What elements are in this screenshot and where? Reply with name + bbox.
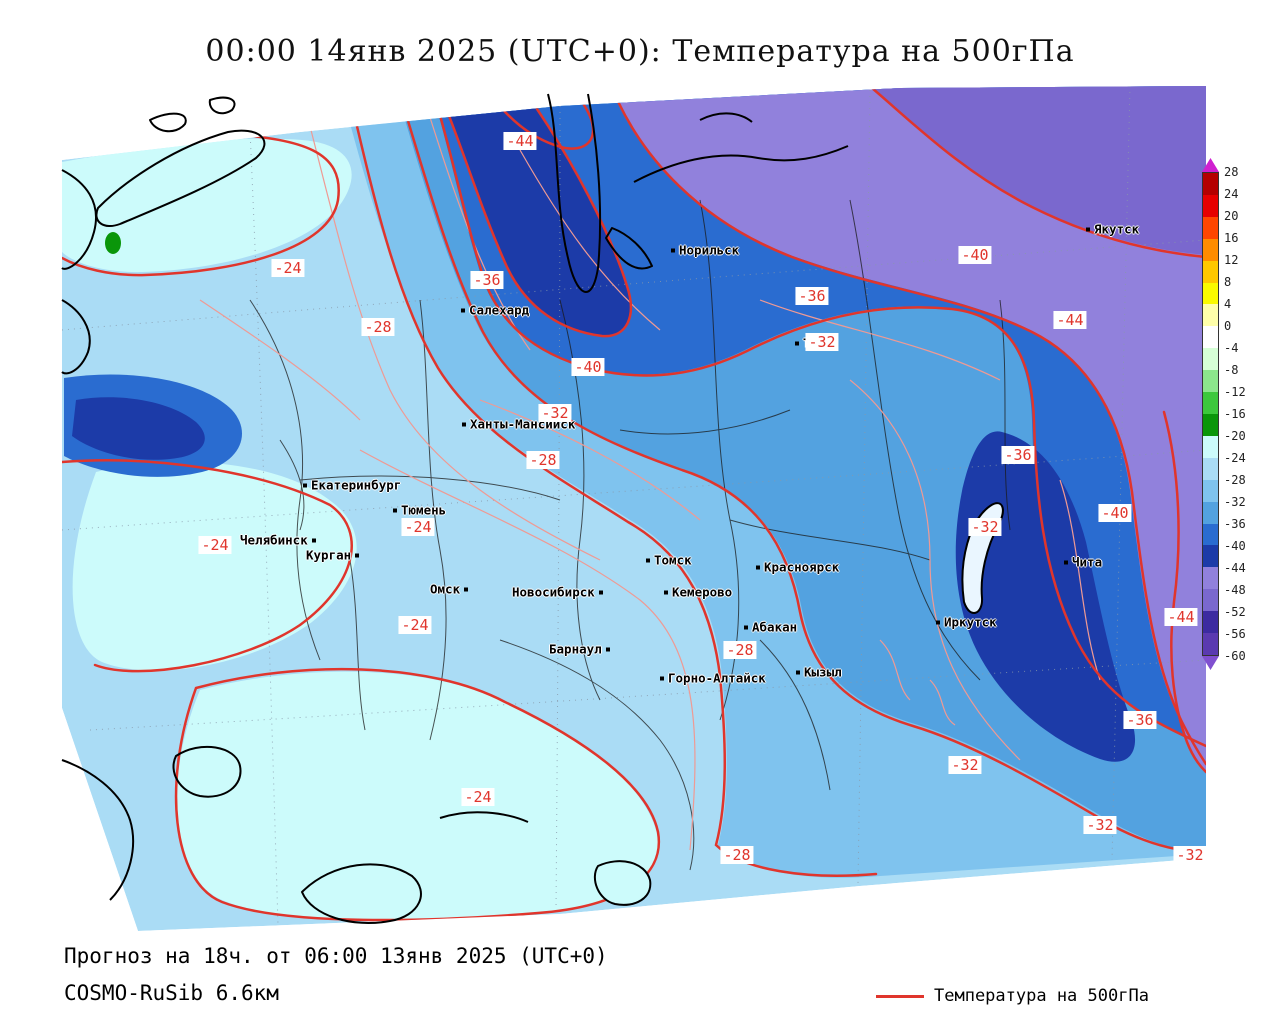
colorbar-tick: -52 (1224, 605, 1246, 619)
colorbar-tick-labels: 28 24 20 16 12 8 4 0 -4 -8 -12 -16 -20 -24 -28 -32 -36 -4… (1224, 158, 1278, 688)
colorbar-tick: -56 (1224, 627, 1246, 641)
colorbar: 28 24 20 16 12 8 4 0 -4 -8 -12 -16 -20 -24 -28 -32 -36 -4… (1202, 158, 1280, 688)
temp-band-48-52-purple (870, 86, 1206, 255)
contours-major (62, 86, 1206, 922)
colorbar-arrow-up-icon (1202, 158, 1219, 172)
colorbar-segment (1203, 173, 1218, 195)
colorbar-tick: -40 (1224, 539, 1246, 553)
colorbar-tick: -28 (1224, 473, 1246, 487)
graticule-lines (62, 86, 1206, 926)
lake-south-center (593, 860, 652, 906)
coast-islands (149, 96, 236, 133)
model-info-text: COSMO-RuSib 6.6км (64, 981, 279, 1005)
colorbar-segment (1203, 479, 1218, 502)
colorbar-tick: -60 (1224, 649, 1246, 663)
lake-balkhash-line (439, 811, 529, 823)
colorbar-segment (1203, 457, 1218, 480)
colorbar-segment (1203, 194, 1218, 217)
legend-line-sample (876, 994, 924, 998)
colorbar-segment (1203, 348, 1218, 371)
colorbar-segment (1203, 589, 1218, 612)
colorbar-tick: -44 (1224, 561, 1246, 575)
temp-band-44-48-purple (610, 86, 1206, 762)
cold-wedge-west-navy (72, 397, 205, 460)
coast-ob-gulf (547, 93, 602, 293)
colorbar-segment (1203, 238, 1218, 261)
temperature-field (62, 86, 1206, 931)
colorbar-segment (1203, 523, 1218, 546)
colorbar-segment (1203, 304, 1218, 327)
colorbar-segment (1203, 392, 1218, 414)
colorbar-scale (1202, 172, 1219, 656)
colorbar-segment (1203, 216, 1218, 239)
map-legend: Температура на 500гПа (876, 986, 1149, 1006)
colorbar-segment (1203, 413, 1218, 436)
colorbar-tick: 16 (1224, 231, 1239, 245)
colorbar-tick: -20 (1224, 429, 1246, 443)
coast-caspian (61, 759, 134, 901)
colorbar-tick: -16 (1224, 407, 1246, 421)
colorbar-segment (1203, 370, 1218, 393)
colorbar-segment (1203, 501, 1218, 524)
region-borders (249, 199, 1011, 871)
colorbar-segment (1203, 326, 1218, 349)
cold-core-northwest-navy (440, 86, 631, 337)
colorbar-arrow-down-icon (1202, 656, 1219, 670)
colorbar-segment (1203, 260, 1218, 283)
forecast-info-text: Прогноз на 18ч. от 06:00 13янв 2025 (UTC… (64, 944, 608, 968)
coast-novaya-zemlya (95, 129, 266, 227)
colorbar-tick: 8 (1224, 275, 1232, 289)
colorbar-tick: -32 (1224, 495, 1246, 509)
colorbar-tick: 12 (1224, 253, 1239, 267)
colorbar-tick: 20 (1224, 209, 1239, 223)
lake-west-margin (172, 745, 242, 798)
coast-west-margin (61, 169, 97, 375)
warm-pocket-northwest (62, 138, 352, 273)
colorbar-segment (1203, 545, 1218, 568)
colorbar-segment (1203, 282, 1218, 305)
colorbar-tick: -24 (1224, 451, 1246, 465)
coast-taz-gulf (605, 227, 653, 270)
colorbar-tick: 0 (1224, 319, 1232, 333)
colorbar-tick: -8 (1224, 363, 1239, 377)
colorbar-tick: 24 (1224, 187, 1239, 201)
legend-label: Температура на 500гПа (934, 986, 1149, 1006)
temp-strip-east-purple (1164, 400, 1206, 772)
colorbar-tick: -36 (1224, 517, 1246, 531)
colorbar-tick: -48 (1224, 583, 1246, 597)
colorbar-segment (1203, 567, 1218, 590)
warm-pocket-west (72, 462, 357, 671)
warm-spot-green (105, 232, 121, 254)
colorbar-segment (1203, 611, 1218, 634)
warm-pocket-south (176, 671, 658, 920)
coast-taymyr (633, 112, 849, 183)
contours-minor (199, 86, 1101, 851)
page-title: 00:00 14янв 2025 (UTC+0): Температура на… (205, 34, 1075, 69)
colorbar-tick: -4 (1224, 341, 1239, 355)
colorbar-segment (1203, 633, 1218, 655)
colorbar-tick: 28 (1224, 165, 1239, 179)
colorbar-tick: 4 (1224, 297, 1232, 311)
colorbar-tick: -12 (1224, 385, 1246, 399)
colorbar-segment (1203, 435, 1218, 458)
lake-south-margin (301, 863, 422, 924)
